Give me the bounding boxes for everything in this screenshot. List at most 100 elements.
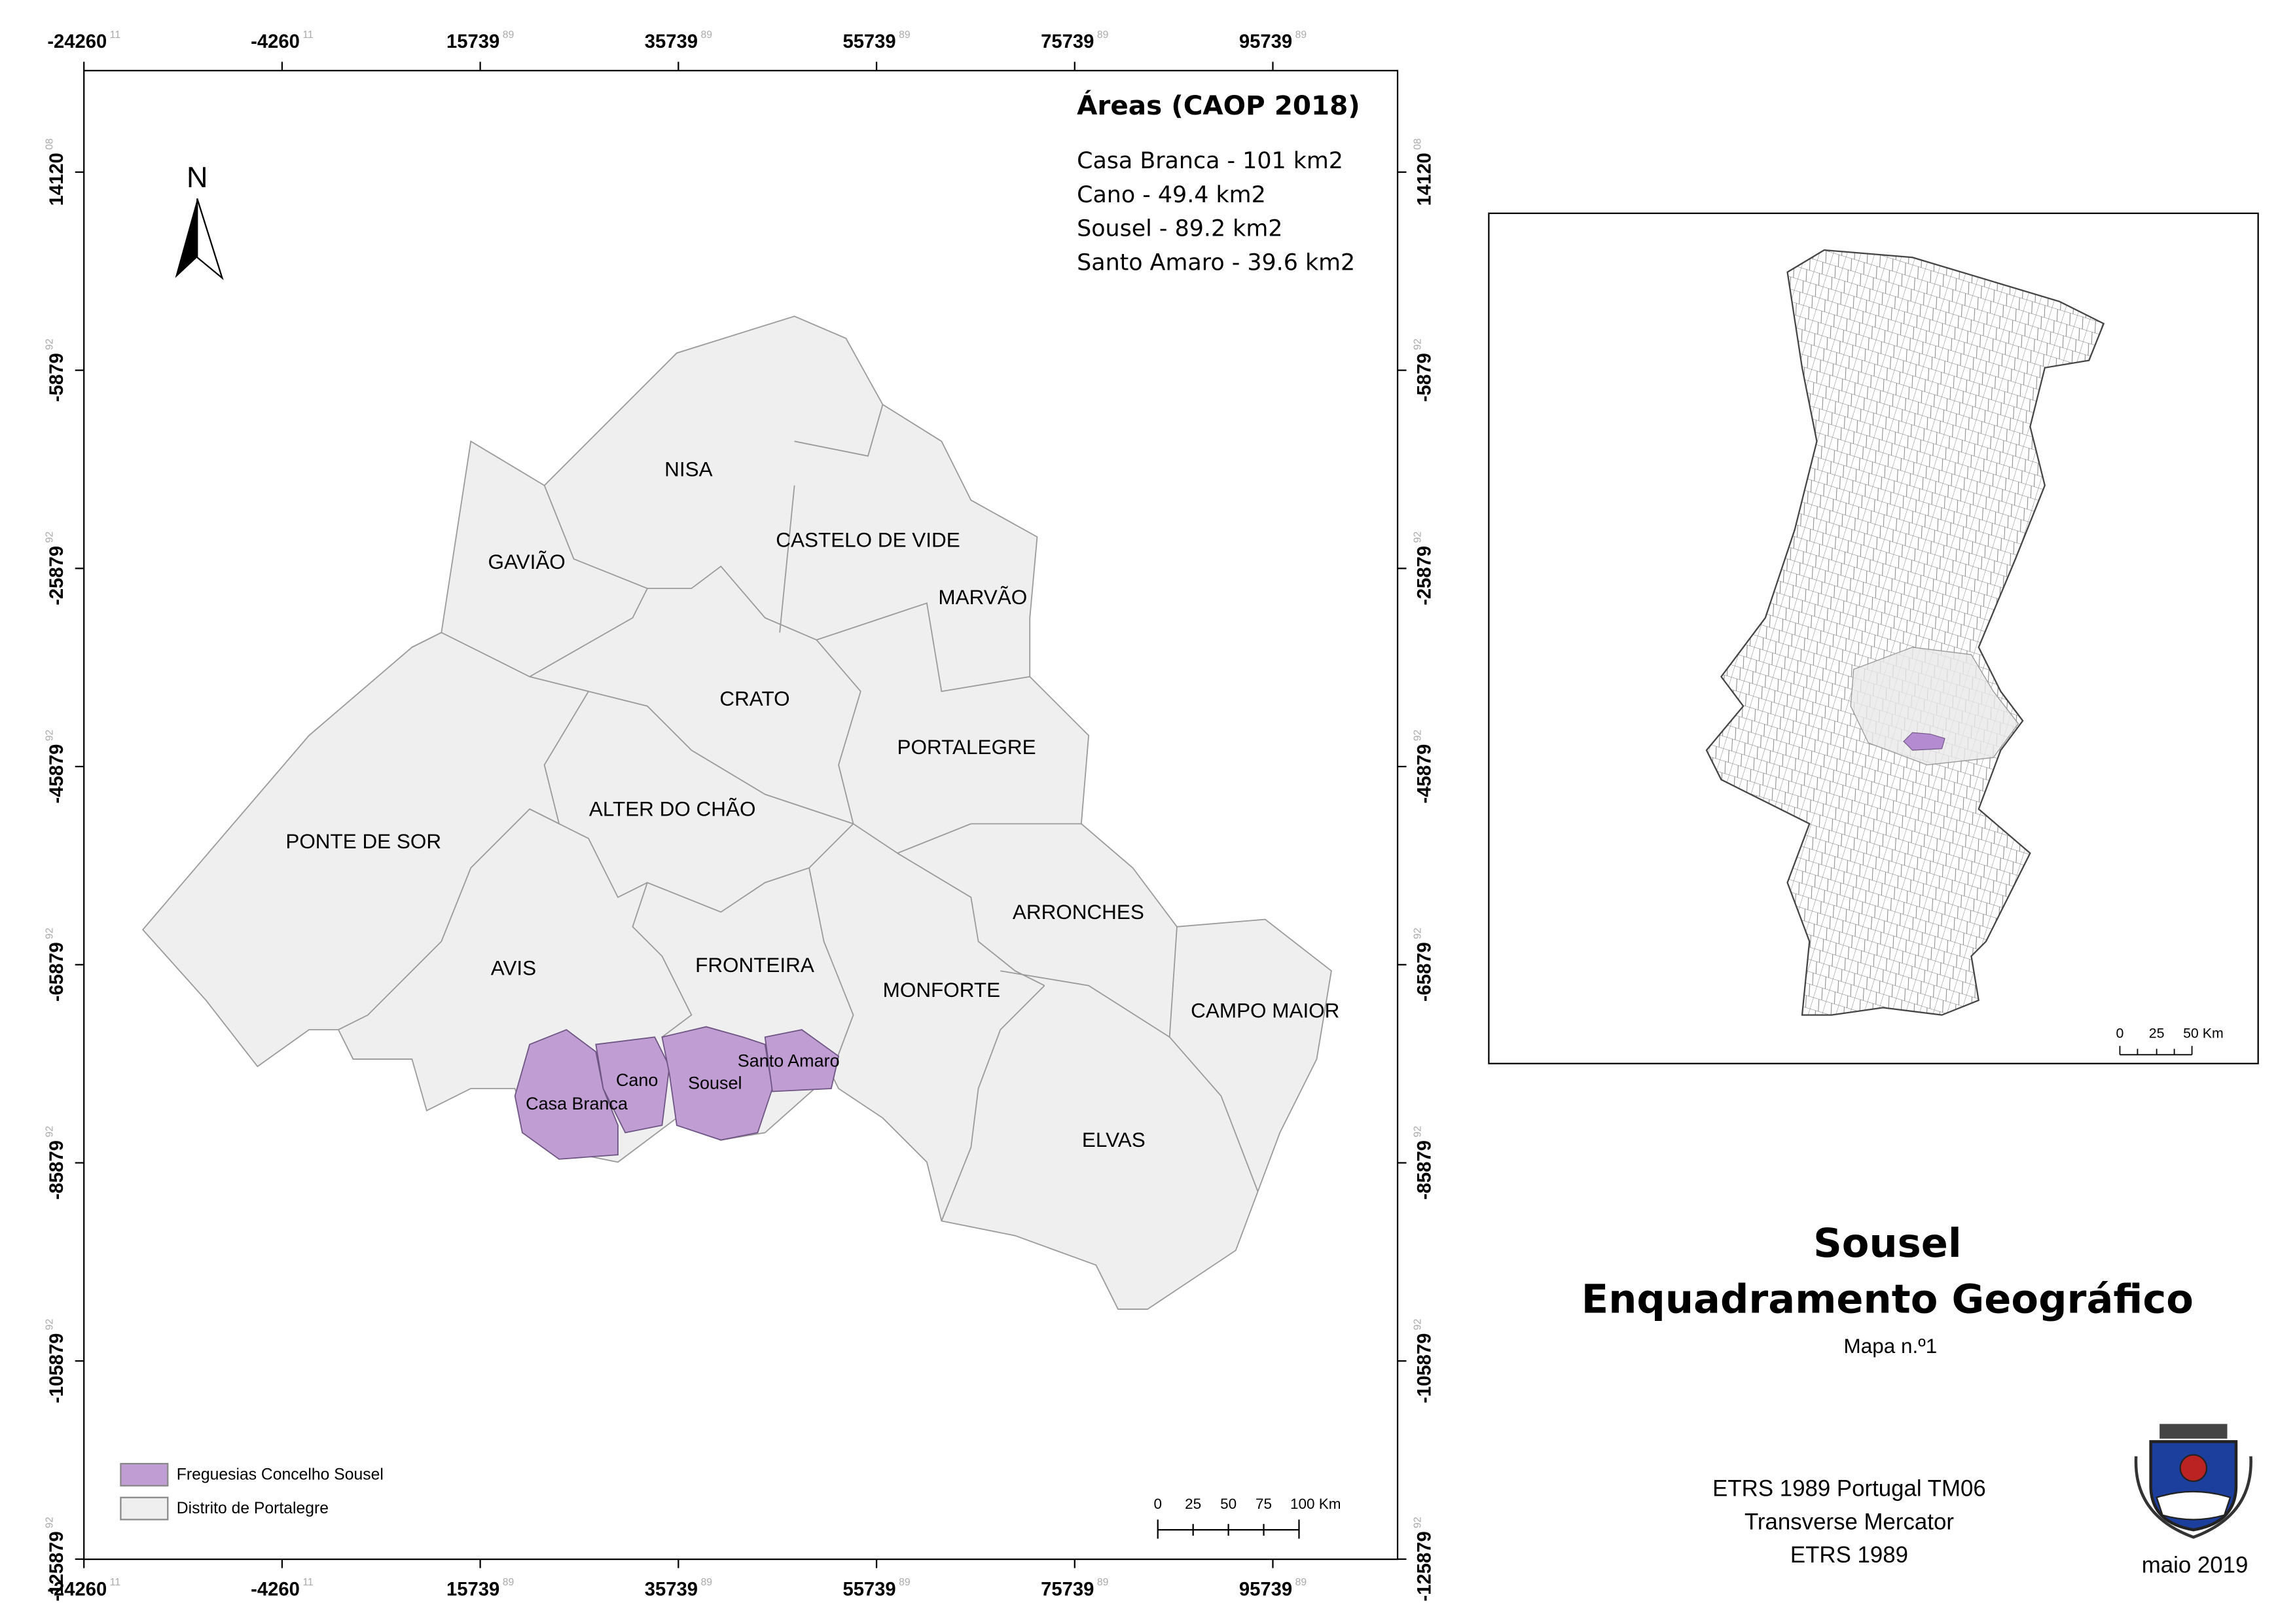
coordinate-main: -85879	[46, 1140, 67, 1200]
coordinate-main: -25879	[46, 546, 67, 605]
north-arrow	[175, 198, 224, 281]
coordinate-main: 35739	[645, 1579, 698, 1600]
coordinate-main: 95739	[1239, 31, 1292, 52]
coordinate-sup: 89	[899, 29, 910, 41]
map-number: Mapa n.º1	[1844, 1335, 1938, 1358]
coordinate-main: -4260	[251, 31, 300, 52]
coordinate-label: -105879 92	[45, 1319, 67, 1403]
legend-swatch	[120, 1496, 169, 1521]
coordinate-main: -5879	[46, 353, 67, 402]
coordinate-main: -85879	[1414, 1140, 1435, 1200]
coordinate-sup: 89	[1097, 29, 1108, 41]
projection-line: ETRS 1989	[1790, 1542, 1908, 1568]
municipality-label: CAMPO MAIOR	[1191, 999, 1339, 1022]
coordinate-main: -24260	[47, 1579, 107, 1600]
coordinate-main: 95739	[1239, 1579, 1292, 1600]
coordinate-label: -125879 92	[45, 1517, 67, 1601]
scale-label: 0	[1153, 1496, 1162, 1512]
coordinate-label: -65879 92	[45, 928, 67, 1001]
coordinate-main: -4260	[251, 1579, 300, 1600]
coordinate-label: -5879 92	[1413, 338, 1436, 402]
coordinate-sup: 92	[1413, 1517, 1424, 1528]
municipality-label: MARVÃO	[938, 586, 1027, 609]
inset-scale-label: 50 Km	[2183, 1025, 2224, 1041]
coordinate-main: -25879	[1414, 546, 1435, 605]
coordinate-sup: 11	[302, 29, 313, 41]
coordinate-sup: 92	[45, 1517, 56, 1528]
coordinate-sup: 89	[1295, 29, 1307, 41]
legend-label: Freguesias Concelho Sousel	[177, 1466, 384, 1484]
municipality-label: FRONTEIRA	[695, 954, 814, 977]
municipality-label: ELVAS	[1082, 1128, 1146, 1151]
coordinate-sup: 92	[45, 1319, 56, 1330]
coordinate-label: 15739 89	[446, 1577, 514, 1600]
municipality-label: NISA	[664, 458, 712, 480]
north-label: N	[187, 160, 208, 194]
inset-map	[1705, 249, 2193, 1056]
coordinate-main: 55739	[842, 1579, 895, 1600]
scale-label: 25	[1185, 1496, 1201, 1512]
coordinate-sup: 89	[503, 1577, 514, 1588]
coordinate-sup: 89	[1295, 1577, 1307, 1588]
date: maio 2019	[2142, 1553, 2249, 1578]
coordinate-label: 75739 89	[1041, 29, 1108, 52]
area-item: Casa Branca - 101 km2	[1077, 148, 1343, 174]
legend-label: Distrito de Portalegre	[177, 1500, 329, 1517]
parish-label: Sousel	[688, 1073, 742, 1092]
coordinate-label: -105879 92	[1413, 1319, 1436, 1403]
coordinate-sup: 89	[899, 1577, 910, 1588]
coordinate-sup: 92	[45, 338, 56, 350]
municipality-label: ARRONCHES	[1013, 901, 1144, 924]
coordinate-label: -4260 11	[251, 1577, 314, 1600]
legend-swatch	[120, 1462, 169, 1487]
coordinate-label: -4260 11	[251, 29, 314, 52]
coordinate-label: 14120 08	[45, 138, 67, 206]
coordinate-sup: 92	[45, 532, 56, 543]
coordinate-main: 75739	[1041, 1579, 1094, 1600]
title: Sousel	[1813, 1221, 1962, 1267]
inset-scale-label: 0	[2116, 1025, 2124, 1041]
coordinate-main: -125879	[46, 1531, 67, 1601]
coordinate-sup: 92	[1413, 338, 1424, 350]
coordinate-label: 35739 89	[645, 29, 712, 52]
coordinate-sup: 89	[503, 29, 514, 41]
coordinate-label: 35739 89	[645, 1577, 712, 1600]
coordinate-sup: 92	[1413, 928, 1424, 939]
areas-title: Áreas (CAOP 2018)	[1077, 90, 1360, 121]
coordinate-sup: 89	[1097, 1577, 1108, 1588]
projection-line: ETRS 1989 Portugal TM06	[1712, 1476, 1986, 1502]
coordinate-main: -65879	[1414, 942, 1435, 1001]
coordinate-sup: 89	[700, 29, 712, 41]
coordinate-sup: 11	[110, 29, 120, 41]
municipality-label: GAVIÃO	[488, 550, 566, 573]
municipality-label: AVIS	[491, 956, 536, 979]
coordinate-label: 14120 08	[1413, 138, 1436, 206]
coordinate-main: 75739	[1041, 31, 1094, 52]
coordinate-sup: 92	[45, 1126, 56, 1137]
municipality-label: MONFORTE	[883, 979, 1000, 1001]
scale-label: 50	[1220, 1496, 1237, 1512]
coordinate-sup: 11	[302, 1577, 313, 1588]
coordinate-main: -5879	[1414, 353, 1435, 402]
scale-label: 100 Km	[1290, 1496, 1341, 1512]
coordinate-main: -65879	[46, 942, 67, 1001]
coordinate-label: -45879 92	[1413, 730, 1436, 804]
coordinate-main: -45879	[46, 744, 67, 804]
projection-line: Transverse Mercator	[1744, 1509, 1954, 1534]
coordinate-sup: 08	[45, 138, 56, 150]
scale-label: 75	[1256, 1496, 1272, 1512]
coordinate-sup: 92	[45, 730, 56, 741]
coordinate-main: 14120	[1414, 153, 1435, 206]
area-item: Cano - 49.4 km2	[1077, 182, 1266, 208]
coordinate-label: -85879 92	[1413, 1126, 1436, 1200]
coordinate-sup: 92	[1413, 1319, 1424, 1330]
coordinate-label: -65879 92	[1413, 928, 1436, 1001]
municipality-label: PORTALEGRE	[897, 736, 1036, 759]
district	[141, 316, 1332, 1310]
parish-label: Casa Branca	[526, 1094, 628, 1113]
coordinate-main: -45879	[1414, 744, 1435, 804]
coordinate-label: 95739 89	[1239, 1577, 1307, 1600]
inset-scale-label: 25	[2149, 1025, 2165, 1041]
sousel-parishes	[514, 1026, 840, 1160]
